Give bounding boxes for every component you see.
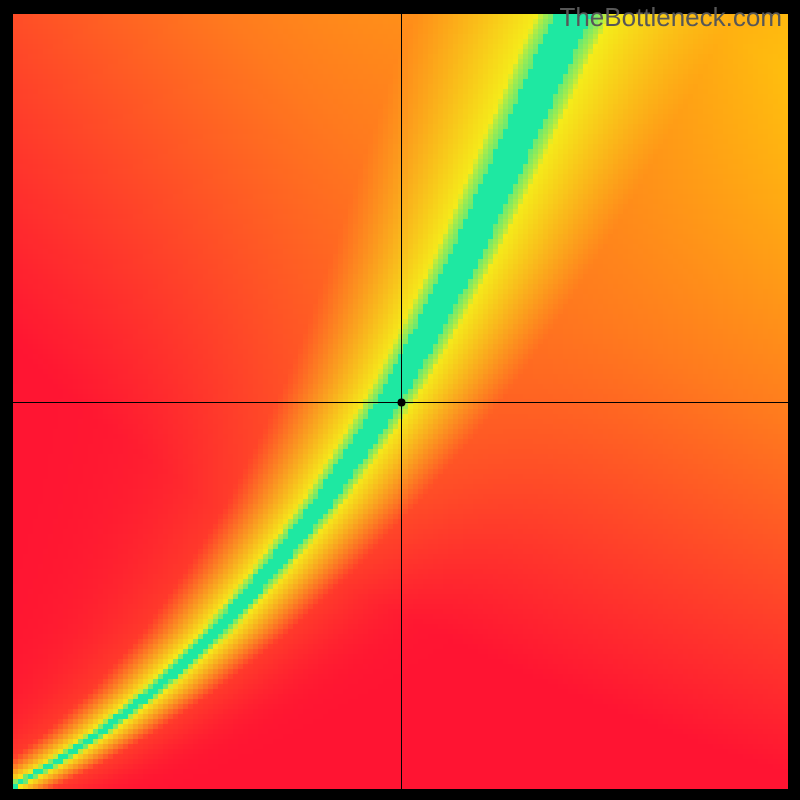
crosshair-canvas (13, 14, 788, 789)
chart-container: TheBottleneck.com (0, 0, 800, 800)
watermark-text: TheBottleneck.com (559, 2, 782, 33)
